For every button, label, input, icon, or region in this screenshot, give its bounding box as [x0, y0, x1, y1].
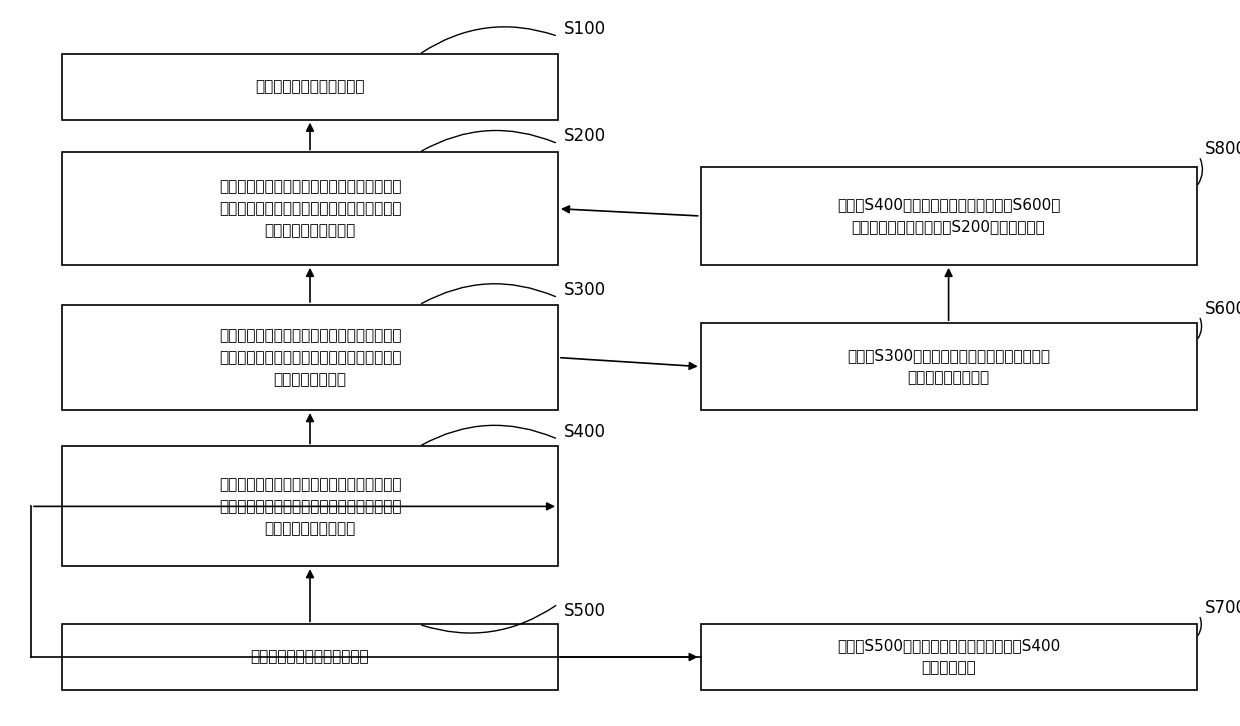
Text: S200: S200 [564, 128, 606, 145]
Bar [62, 54, 558, 120]
Bar [62, 152, 558, 265]
Text: S800: S800 [1205, 140, 1240, 158]
Text: 将一段浮选精矿和二段浮选精矿与羧甲基纤维
素钠、碳酸钠、十八烷基甲苯磺酸钠和二乙烯
三胺混合进行一段精选: 将一段浮选精矿和二段浮选精矿与羧甲基纤维 素钠、碳酸钠、十八烷基甲苯磺酸钠和二乙… [218, 477, 402, 536]
Text: 将一段浮选尾矿与羧甲基纤维素钠、十八烷基
甲苯磺酸钠、二乙烯三胺、丁基黄药和松醇油
混合进行二段浮选: 将一段浮选尾矿与羧甲基纤维素钠、十八烷基 甲苯磺酸钠、二乙烯三胺、丁基黄药和松醇… [218, 328, 402, 387]
Text: 将步骤S400得到的一段精选尾矿和步骤S600得
到的扫选精矿返回至步骤S200进行一段浮选: 将步骤S400得到的一段精选尾矿和步骤S600得 到的扫选精矿返回至步骤S200… [837, 197, 1060, 234]
Text: S400: S400 [564, 423, 606, 441]
Text: S600: S600 [1205, 300, 1240, 317]
Text: S300: S300 [564, 282, 606, 299]
Bar [701, 167, 1197, 265]
Text: S700: S700 [1205, 599, 1240, 616]
Text: S500: S500 [564, 603, 606, 620]
Text: S100: S100 [564, 20, 606, 38]
Bar [62, 624, 558, 690]
Text: 将步骤S500得到的二段精选尾矿返回步骤S400
进行一段精选: 将步骤S500得到的二段精选尾矿返回步骤S400 进行一段精选 [837, 638, 1060, 676]
Bar [701, 624, 1197, 690]
Text: 将步骤S300得到的二段浮选尾矿与丁基黄药和
松醇油混合进行扫选: 将步骤S300得到的二段浮选尾矿与丁基黄药和 松醇油混合进行扫选 [847, 348, 1050, 386]
Text: 将一段精选精矿进行二段精选: 将一段精选精矿进行二段精选 [250, 650, 370, 664]
Text: 将磨矿细料与羧甲基纤维素钠、碳酸钠、十八
烷基甲苯磺酸钠、二乙烯三胺、丁基黄药和松
醇油混合进行一段浮选: 将磨矿细料与羧甲基纤维素钠、碳酸钠、十八 烷基甲苯磺酸钠、二乙烯三胺、丁基黄药和… [218, 179, 402, 238]
Text: 将镍多金属矿进行磨矿处理: 将镍多金属矿进行磨矿处理 [255, 80, 365, 94]
Bar [701, 323, 1197, 410]
Bar [62, 305, 558, 410]
Bar [62, 446, 558, 566]
